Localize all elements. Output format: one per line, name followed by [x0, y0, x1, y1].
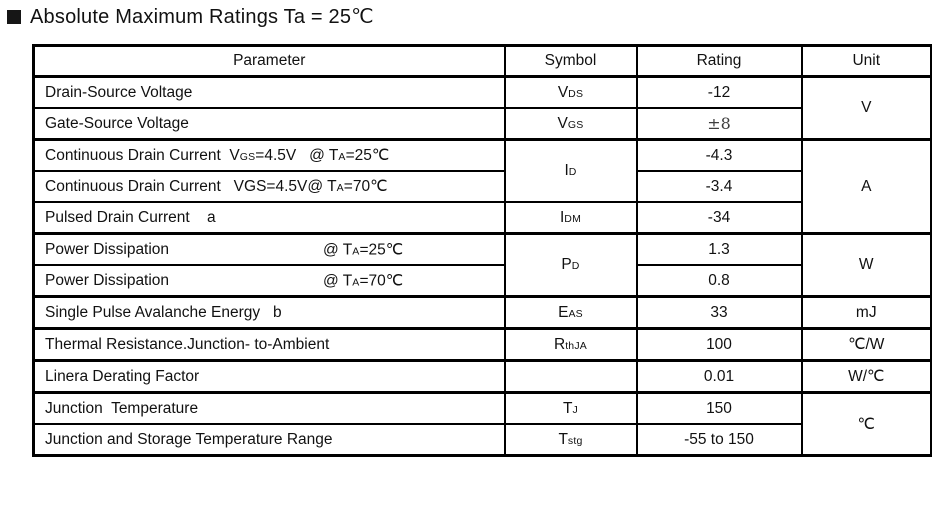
- param-cell: Drain-Source Voltage: [32, 75, 506, 109]
- subscript-text: GS: [567, 118, 584, 131]
- table-row: Thermal Resistance.Junction- to-Ambient R…: [32, 327, 932, 362]
- param-cell: Power Dissipation @ TA=25℃: [32, 232, 506, 266]
- param-cell: Continuous Drain Current VGS=4.5V@ TA=70…: [32, 170, 506, 203]
- subscript-text: A: [336, 182, 344, 194]
- header-parameter: Parameter: [32, 44, 506, 78]
- rating-cell: -55 to 150: [635, 423, 803, 457]
- table-row: Gate-Source Voltage VGS ±8: [32, 107, 932, 141]
- subscript-text: DM: [564, 212, 582, 225]
- table-row: Power Dissipation @ TA=25℃ PD 1.3 W: [32, 232, 932, 298]
- symbol-cell: RthJA: [503, 327, 638, 362]
- subscript-text: D: [571, 260, 580, 272]
- header-row: Parameter Symbol Rating Unit: [32, 44, 932, 78]
- param-cell: Thermal Resistance.Junction- to-Ambient: [32, 327, 506, 362]
- abs-max-ratings-table: Parameter Symbol Rating Unit Drain-Sourc…: [32, 44, 932, 457]
- param-cell: Gate-Source Voltage: [32, 107, 506, 141]
- rating-cell: -34: [635, 201, 803, 235]
- table-header: Parameter Symbol Rating Unit: [32, 44, 932, 78]
- rating-cell: ±8: [635, 107, 803, 141]
- param-cell: Junction and Storage Temperature Range: [32, 423, 506, 457]
- symbol-cell: TJ: [503, 391, 638, 425]
- rating-cell: 0.8: [635, 264, 803, 298]
- param-cell: Junction Temperature: [32, 391, 506, 425]
- rating-cell: -3.4: [635, 170, 803, 203]
- unit-cell: V: [800, 75, 932, 141]
- page-title: Absolute Maximum Ratings Ta = 25℃: [30, 6, 374, 28]
- symbol-cell: VDS: [503, 75, 638, 109]
- table-row: Single Pulse Avalanche Energy b EAS 33 mJ: [32, 295, 932, 330]
- rating-cell: 150: [635, 391, 803, 425]
- symbol-cell: PD: [503, 232, 638, 298]
- subscript-text: A: [338, 151, 346, 163]
- unit-cell: A: [800, 138, 932, 235]
- param-cell: Power Dissipation @ TA=70℃: [32, 264, 506, 298]
- param-cell: Single Pulse Avalanche Energy b: [32, 295, 506, 330]
- table-row: Junction Temperature TJ 150 ℃: [32, 391, 932, 457]
- subscript-text: thJA: [565, 339, 587, 352]
- subscript-text: stg: [567, 434, 583, 447]
- table-row: Power Dissipation @ TA=70℃ 0.8: [32, 264, 932, 298]
- symbol-cell: EAS: [503, 295, 638, 330]
- param-condition: @ TA=70℃: [323, 272, 404, 289]
- header-unit: Unit: [800, 44, 932, 78]
- symbol-cell: Tstg: [503, 423, 638, 457]
- unit-cell: W: [800, 232, 932, 298]
- subscript-text: A: [352, 245, 360, 257]
- table-row: Continuous Drain Current VGS=4.5V@ TA=70…: [32, 170, 932, 203]
- table-row: Continuous Drain Current VGS=4.5V @ TA=2…: [32, 138, 932, 235]
- symbol-cell: VGS: [503, 107, 638, 141]
- rating-cell: -12: [635, 75, 803, 109]
- param-condition: @ TA=25℃: [323, 241, 404, 258]
- symbol-cell: ID: [503, 138, 638, 203]
- subscript-text: DS: [568, 87, 584, 100]
- symbol-cell: IDM: [503, 201, 638, 235]
- param-cell: Linera Derating Factor: [32, 359, 506, 394]
- table-row: Drain-Source Voltage VDS -12 V: [32, 75, 932, 141]
- rating-cell: 33: [635, 295, 803, 330]
- section-bullet-icon: [7, 9, 21, 24]
- header-rating: Rating: [635, 44, 803, 78]
- unit-cell: ℃/W: [800, 327, 932, 362]
- unit-cell: ℃: [800, 391, 932, 457]
- subscript-text: D: [568, 166, 577, 178]
- subscript-text: GS: [239, 151, 256, 163]
- rating-cell: -4.3: [635, 138, 803, 172]
- unit-cell: W/℃: [800, 359, 932, 394]
- param-cell: Continuous Drain Current VGS=4.5V @ TA=2…: [32, 138, 506, 172]
- rating-cell: 0.01: [635, 359, 803, 394]
- rating-cell: 1.3: [635, 232, 803, 266]
- subscript-text: J: [572, 403, 578, 416]
- symbol-cell: [503, 359, 638, 394]
- rating-cell: 100: [635, 327, 803, 362]
- param-cell: Pulsed Drain Current a: [32, 201, 506, 235]
- table-row: Linera Derating Factor 0.01 W/℃: [32, 359, 932, 394]
- table-row: Pulsed Drain Current a IDM -34: [32, 201, 932, 235]
- table-body: Drain-Source Voltage VDS -12 V Gate-Source V…: [32, 75, 932, 457]
- subscript-text: A: [352, 276, 360, 288]
- section-title: Absolute Maximum Ratings Ta = 25℃: [7, 4, 374, 29]
- table-row: Junction and Storage Temperature Range Ts…: [32, 423, 932, 457]
- header-symbol: Symbol: [503, 44, 638, 78]
- subscript-text: AS: [568, 307, 583, 320]
- unit-cell: mJ: [800, 295, 932, 330]
